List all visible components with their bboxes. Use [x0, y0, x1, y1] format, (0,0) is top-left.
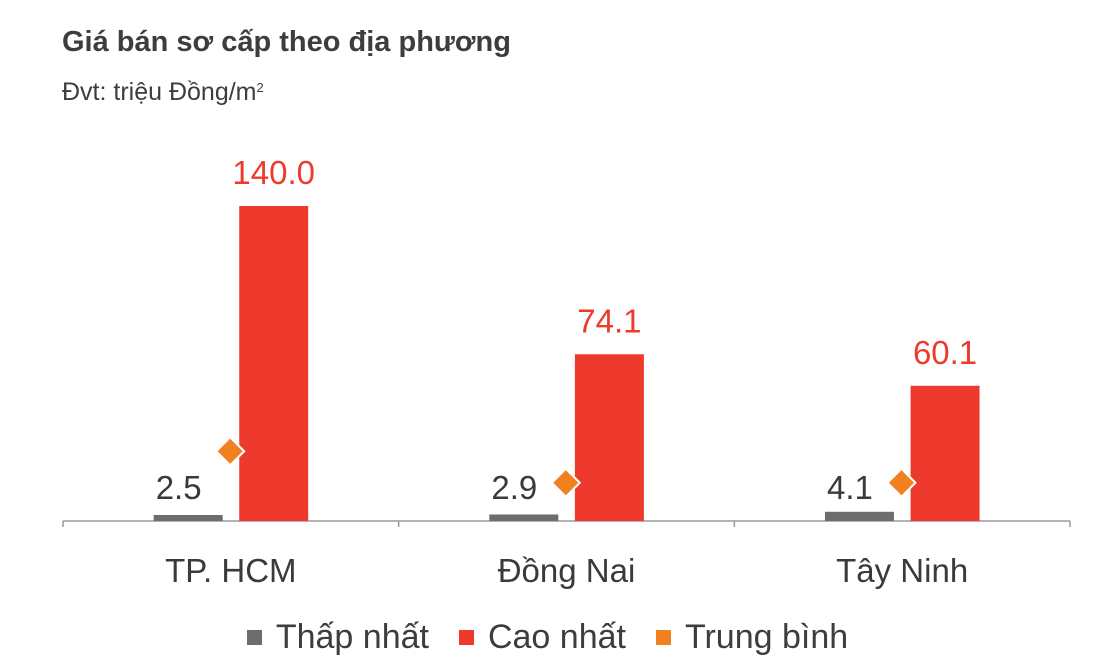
marker-average — [550, 467, 582, 499]
chart-legend: Thấp nhất Cao nhất Trung bình — [0, 618, 1095, 657]
unit-text: Đvt: triệu Đồng/m — [62, 78, 257, 106]
legend-item-max: Cao nhất — [458, 618, 626, 657]
bar-max — [239, 206, 309, 521]
bar-label-min: 4.1 — [827, 469, 873, 506]
chart-subtitle: Đvt: triệu Đồng/m2 — [62, 78, 264, 107]
bar-min — [489, 514, 559, 521]
bar-label-max: 60.1 — [913, 334, 977, 371]
bar-min — [824, 511, 894, 521]
bar-label-min: 2.9 — [491, 469, 537, 506]
bar-min — [153, 515, 223, 521]
bar-label-max: 74.1 — [577, 302, 641, 339]
legend-label-max: Cao nhất — [487, 618, 626, 656]
x-tick-label: Đồng Nai — [498, 552, 636, 589]
marker-average — [886, 467, 917, 499]
x-tick-label: TP. HCM — [165, 552, 296, 589]
chart-title: Giá bán sơ cấp theo địa phương — [62, 26, 511, 58]
legend-item-avg: Trung bình — [655, 618, 849, 657]
marker-average — [214, 435, 246, 467]
x-tick-label: Tây Ninh — [836, 552, 968, 589]
bar-label-min: 2.5 — [156, 469, 202, 506]
bar-max — [574, 354, 644, 521]
legend-swatch-min — [246, 630, 262, 645]
legend-swatch-avg — [655, 630, 671, 645]
legend-label-avg: Trung bình — [684, 618, 849, 656]
bar-label-max: 140.0 — [232, 154, 315, 191]
bar-max — [910, 385, 980, 521]
legend-swatch-max — [458, 630, 474, 645]
legend-item-min: Thấp nhất — [246, 618, 429, 657]
unit-superscript: 2 — [256, 80, 264, 95]
legend-label-min: Thấp nhất — [275, 618, 429, 656]
